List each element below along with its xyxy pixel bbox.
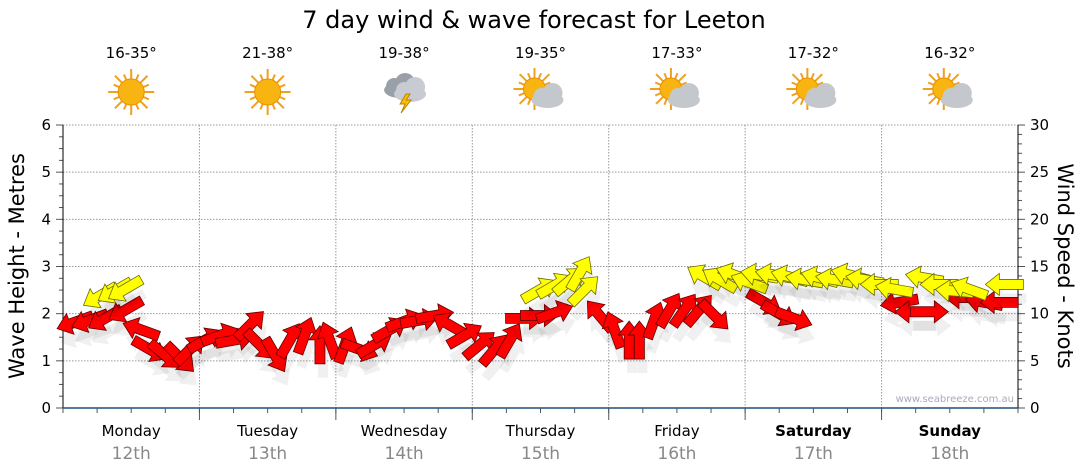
arrow-shadow — [719, 276, 757, 301]
day-date: 16th — [657, 444, 696, 464]
day-name: Saturday — [775, 422, 852, 440]
wind-arrow-wind-yellow — [950, 276, 990, 301]
day-temps: 21-38° — [242, 44, 293, 62]
arrow-shadow — [748, 302, 784, 329]
arrow-shadow — [111, 289, 147, 316]
right-tick-label: 5 — [1030, 352, 1040, 370]
arrow-shadow — [706, 281, 742, 308]
arrow-shadow — [913, 314, 952, 337]
day-temps: 16-35° — [106, 44, 157, 62]
arrow-shadow — [101, 291, 137, 318]
arrow-shadow — [134, 349, 170, 376]
left-tick-label: 0 — [41, 399, 51, 417]
arrow-shadow — [358, 346, 394, 373]
watermark: www.seabreeze.com.au — [896, 394, 1014, 405]
partly-cloudy-icon — [649, 68, 700, 110]
arrow-shadow — [498, 337, 525, 374]
wind-arrow-wind-red — [773, 306, 813, 332]
day-temps: 17-33° — [651, 44, 702, 62]
day-name: Monday — [102, 422, 161, 440]
arrow-shadow — [523, 292, 559, 318]
left-tick-label: 4 — [41, 210, 51, 228]
arrow-shadow — [388, 323, 426, 347]
chart-title: 7 day wind & wave forecast for Leeton — [302, 6, 765, 34]
wind-arrow-wind-red — [122, 317, 161, 342]
arrow-shadow — [590, 314, 619, 348]
day-date: 17th — [794, 444, 833, 464]
wind-arrow-wind-yellow — [874, 276, 915, 300]
day-date: 14th — [385, 444, 424, 464]
arrow-shadow — [734, 284, 772, 308]
day-date: 18th — [930, 444, 969, 464]
left-tick-label: 5 — [41, 163, 51, 181]
arrow-shadow — [508, 321, 547, 344]
left-tick-label: 1 — [41, 352, 51, 370]
right-tick-label: 10 — [1030, 305, 1049, 323]
arrow-shadow — [538, 287, 575, 314]
arrow-shadow — [402, 322, 442, 345]
wind-arrow-wind-yellow — [107, 274, 145, 302]
arrow-shadow — [686, 309, 715, 342]
day-temps: 16-32° — [924, 44, 975, 62]
left-tick-label: 3 — [41, 258, 51, 276]
right-tick-label: 0 — [1030, 399, 1040, 417]
left-tick-label: 6 — [41, 116, 51, 134]
left-tick-label: 2 — [41, 305, 51, 323]
day-temps: 19-38° — [379, 44, 430, 62]
wind-arrow-wind-red — [979, 290, 1019, 315]
arrow-shadow — [954, 291, 992, 315]
arrow-shadow — [523, 318, 562, 341]
left-axis-label: Wave Height - Metres — [5, 153, 29, 379]
arrow-shadow — [175, 350, 207, 381]
sunny-icon — [108, 69, 155, 115]
wind-arrow-wind-yellow — [565, 256, 593, 293]
partly-cloudy-icon — [922, 68, 973, 110]
right-tick-label: 15 — [1030, 258, 1049, 276]
arrow-shadow — [690, 278, 727, 305]
arrow-shadow — [570, 290, 601, 322]
day-name: Friday — [654, 422, 700, 440]
day-temps: 19-35° — [515, 44, 566, 62]
arrow-shadow — [218, 342, 257, 365]
wind-arrow-wind-red — [445, 322, 482, 350]
day-name: Wednesday — [361, 422, 448, 440]
arrow-shadow — [774, 278, 813, 301]
partly-cloudy-icon — [513, 68, 564, 110]
right-tick-label: 20 — [1030, 210, 1049, 228]
wind-arrow-wind-red — [495, 323, 523, 360]
day-name: Thursday — [505, 422, 576, 440]
day-date: 12th — [112, 444, 151, 464]
wind-arrow-wind-red — [696, 298, 729, 330]
day-date: 15th — [521, 444, 560, 464]
day-name: Sunday — [919, 422, 982, 440]
right-tick-label: 30 — [1030, 116, 1049, 134]
right-tick-label: 25 — [1030, 163, 1049, 181]
wind-arrow-wind-yellow — [566, 276, 599, 308]
wind-arrow-wind-red — [534, 300, 574, 325]
arrow-shadow — [763, 313, 799, 340]
storm-icon — [384, 73, 427, 114]
right-axis-label: Wind Speed - Knots — [1053, 163, 1077, 368]
arrow-shadow — [373, 331, 410, 358]
wind-arrow-wind-red — [108, 295, 146, 323]
arrow-shadow — [834, 277, 873, 299]
sunny-icon — [244, 69, 291, 115]
wind-arrow-wind-yellow — [984, 272, 1024, 297]
partly-cloudy-icon — [786, 68, 837, 110]
arrow-shadow — [91, 318, 128, 345]
wind-arrow-wind-red — [909, 299, 949, 324]
wind-arrow-wind-red — [601, 311, 627, 350]
arrow-shadow — [804, 279, 843, 302]
arrow-shadow — [189, 342, 225, 368]
day-date: 13th — [248, 444, 287, 464]
day-temps: 17-32° — [788, 44, 839, 62]
arrow-shadow — [538, 314, 576, 338]
day-name: Tuesday — [236, 422, 298, 440]
wind-arrow-wind-red — [232, 311, 264, 343]
